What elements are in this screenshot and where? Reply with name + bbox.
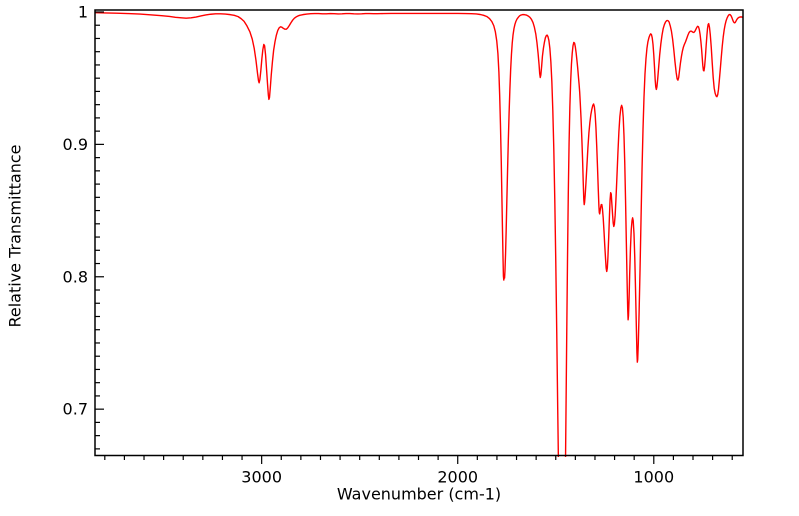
y-axis-label: Relative Transmittance [5,144,25,328]
y-tick-label: 1 [78,2,88,21]
spectrum-curve [95,11,743,457]
y-tick-label: 0.9 [63,135,88,154]
x-tick-label: 3000 [241,468,282,487]
tick-labels: 3000 2000 1000 1 0.9 0.8 0.7 [63,2,675,486]
x-axis-ticks [104,455,733,464]
y-tick-label: 0.8 [63,267,88,286]
x-tick-label: 1000 [633,468,674,487]
y-tick-label: 0.7 [63,400,88,419]
y-axis-ticks [95,11,104,450]
plot-frame [94,9,744,457]
x-axis-label: Wavenumber (cm-1) [336,484,502,504]
x-tick-label: 2000 [437,468,478,487]
